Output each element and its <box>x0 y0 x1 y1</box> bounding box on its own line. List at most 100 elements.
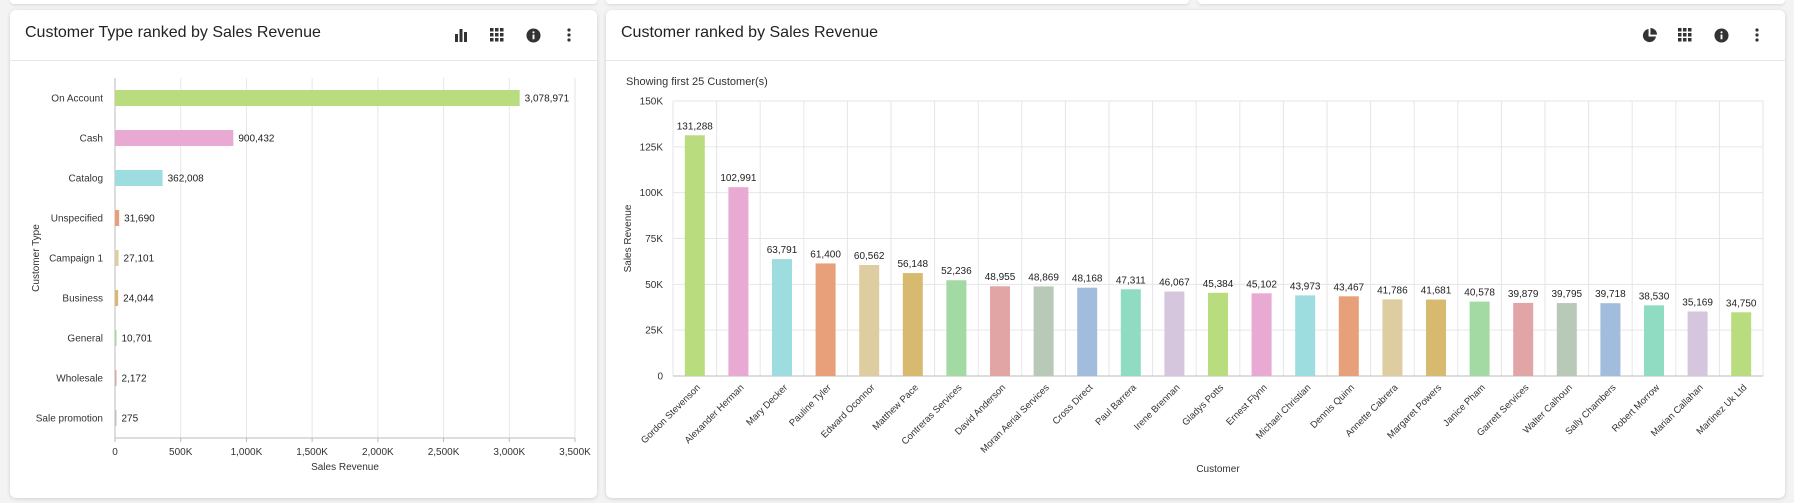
data-label: 43,973 <box>1290 281 1321 292</box>
y-tick-label: 25K <box>645 326 663 337</box>
data-label: 48,168 <box>1072 274 1103 285</box>
data-label: 24,044 <box>123 294 154 305</box>
category-label: Campaign 1 <box>49 254 103 265</box>
category-label: Business <box>62 294 103 305</box>
data-label: 45,102 <box>1246 279 1277 290</box>
grid-icon[interactable] <box>479 24 515 46</box>
category-label: Gladys Potts <box>1180 382 1226 428</box>
bar <box>115 210 120 226</box>
x-tick-label: 1,500K <box>296 447 328 458</box>
x-tick-label: 2,000K <box>362 447 394 458</box>
data-label: 45,384 <box>1203 279 1234 290</box>
x-tick-label: 3,000K <box>493 447 525 458</box>
category-label: Sale promotion <box>36 414 103 425</box>
category-label: Cash <box>80 134 103 145</box>
data-label: 47,311 <box>1116 275 1146 286</box>
bar <box>1556 303 1577 376</box>
bar <box>1469 301 1490 376</box>
info-icon[interactable] <box>1703 24 1739 46</box>
top-card-edge-middle <box>606 0 1189 4</box>
bar <box>1208 292 1228 376</box>
data-label: 39,718 <box>1595 289 1626 300</box>
data-label: 61,400 <box>810 249 841 260</box>
data-label: 362,008 <box>168 174 205 185</box>
bar <box>772 259 792 376</box>
bar <box>902 273 923 376</box>
data-label: 40,578 <box>1464 288 1495 299</box>
grid-icon[interactable] <box>1667 24 1703 46</box>
category-label: Janice Pham <box>1441 382 1488 429</box>
card-header: Customer ranked by Sales Revenue <box>606 10 1785 61</box>
data-label: 3,078,971 <box>525 94 570 105</box>
top-card-edge-left <box>10 0 597 4</box>
data-label: 31,690 <box>124 214 155 225</box>
customer-type-card: Customer Type ranked by Sales Revenue 0 5… <box>10 10 597 498</box>
y-axis-title: Sales Revenue <box>623 204 634 272</box>
bar <box>1382 299 1403 376</box>
card-title: Customer Type ranked by Sales Revenue <box>25 24 321 41</box>
chart-subtitle: Showing first 25 Customer(s) <box>626 76 768 88</box>
x-axis-title: Sales Revenue <box>311 462 379 473</box>
bar <box>946 280 967 376</box>
data-label: 10,701 <box>122 334 153 345</box>
bar <box>115 370 117 386</box>
x-tick-label: 0 <box>112 447 118 458</box>
data-label: 27,101 <box>124 254 155 265</box>
bar <box>815 263 836 376</box>
card-title: Customer ranked by Sales Revenue <box>621 24 879 41</box>
card-toolbar <box>1631 24 1775 46</box>
category-label: On Account <box>51 94 103 105</box>
data-label: 43,467 <box>1334 282 1365 293</box>
y-axis-title: Customer Type <box>31 224 42 292</box>
data-label: 131,288 <box>677 121 714 132</box>
x-axis-title: Customer <box>1196 464 1240 475</box>
x-tick-label: 500K <box>169 447 193 458</box>
bar <box>115 250 119 266</box>
customer-type-bar-chart: 0 500K 1,000K 1,500K 2,000K 2,500K 3,000K 3,500… <box>31 78 591 473</box>
data-label: 60,562 <box>854 251 885 262</box>
pie-chart-icon[interactable] <box>1631 24 1667 46</box>
bar <box>1164 291 1185 376</box>
customer-card: Customer ranked by Sales Revenue Showing… <box>606 10 1785 498</box>
y-tick-label: 150K <box>640 97 664 108</box>
bar <box>859 264 880 376</box>
category-label: General <box>67 334 103 345</box>
bar-chart-icon[interactable] <box>443 24 479 46</box>
info-icon[interactable] <box>515 24 551 46</box>
bar <box>115 170 163 186</box>
data-label: 900,432 <box>238 134 275 145</box>
bar <box>115 130 234 146</box>
bar <box>1687 311 1708 376</box>
bar <box>115 410 117 426</box>
data-label: 34,750 <box>1726 298 1757 309</box>
bar <box>115 90 520 106</box>
y-tick-label: 0 <box>657 372 663 383</box>
more-vertical-icon[interactable] <box>551 24 587 46</box>
bar <box>1251 293 1272 376</box>
data-label: 39,879 <box>1508 289 1539 300</box>
data-label: 41,681 <box>1421 286 1452 297</box>
category-label: Wholesale <box>56 374 103 385</box>
bar <box>1120 289 1141 376</box>
bar <box>115 330 117 346</box>
bar <box>1600 303 1621 376</box>
data-label: 48,869 <box>1028 272 1059 283</box>
bar <box>1644 305 1664 376</box>
category-label: Ernest Flynn <box>1224 382 1269 427</box>
card-toolbar <box>443 24 587 46</box>
data-label: 38,530 <box>1639 291 1670 302</box>
category-label: Paul Barrera <box>1093 382 1139 428</box>
card-header: Customer Type ranked by Sales Revenue <box>10 10 597 61</box>
data-label: 56,148 <box>898 259 929 270</box>
more-vertical-icon[interactable] <box>1739 24 1775 46</box>
category-label: Dennis Quinn <box>1308 382 1356 430</box>
data-label: 48,955 <box>985 272 1016 283</box>
bar <box>1077 287 1098 376</box>
bar <box>1731 312 1752 376</box>
category-label: Cross Direct <box>1051 382 1096 427</box>
bar <box>728 187 749 376</box>
data-label: 2,172 <box>122 374 147 385</box>
data-label: 35,169 <box>1682 298 1713 309</box>
data-label: 275 <box>122 414 139 425</box>
